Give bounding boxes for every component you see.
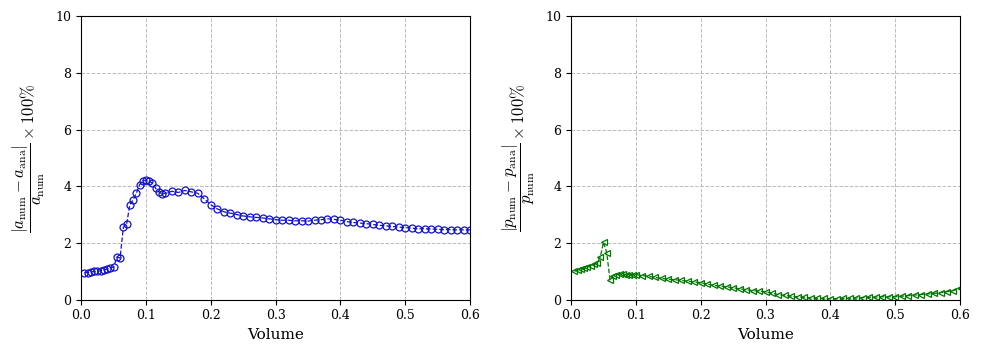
X-axis label: Volume: Volume xyxy=(737,328,794,342)
X-axis label: Volume: Volume xyxy=(247,328,304,342)
Y-axis label: $\dfrac{|a_{\mathrm{num}} - a_{\mathrm{ana}}|}{a_{\mathrm{num}}} \times 100\%$: $\dfrac{|a_{\mathrm{num}} - a_{\mathrm{a… xyxy=(11,83,47,233)
Y-axis label: $\dfrac{|p_{\mathrm{num}} - p_{\mathrm{ana}}|}{p_{\mathrm{num}}} \times 100\%$: $\dfrac{|p_{\mathrm{num}} - p_{\mathrm{a… xyxy=(501,84,537,232)
